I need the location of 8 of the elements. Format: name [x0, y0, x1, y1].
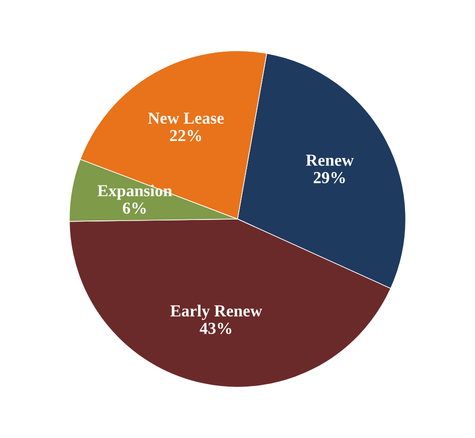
data-label: 43% [200, 322, 232, 334]
data-label: 6% [122, 202, 146, 214]
slice-label: Renew [306, 154, 354, 166]
slice-label: New Lease [148, 112, 224, 124]
slice-label: Expansion [98, 184, 172, 200]
slice-label: Early Renew [170, 304, 262, 320]
data-label: 29% [314, 172, 345, 184]
data-label: 22% [170, 130, 202, 142]
